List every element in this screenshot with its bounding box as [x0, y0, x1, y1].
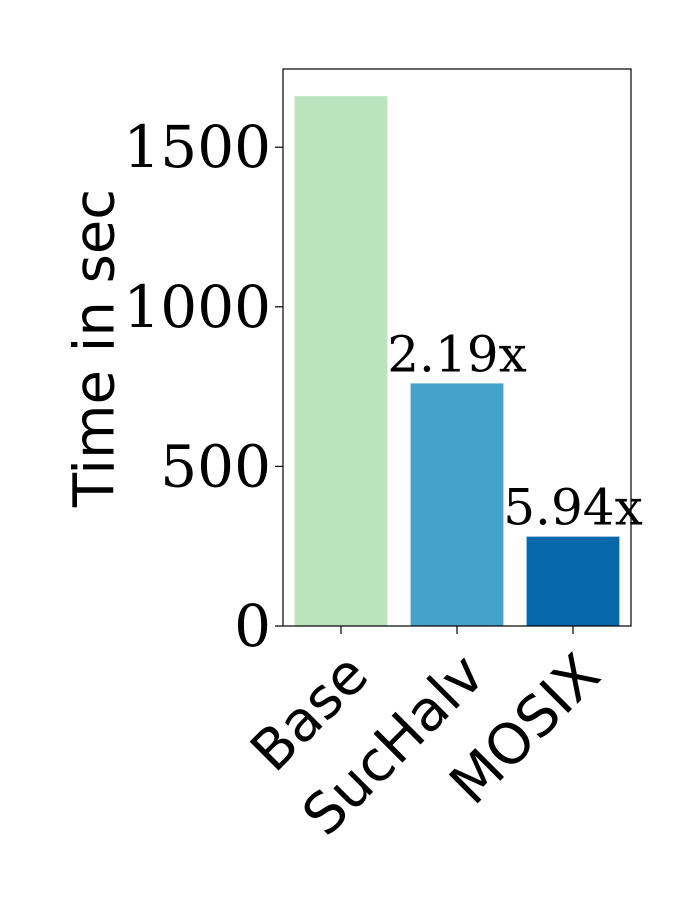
y-tick-label: 0	[234, 592, 271, 660]
bar-suchalv	[410, 383, 504, 626]
bars-group	[294, 96, 620, 626]
bar-label-mosix: 5.94x	[503, 479, 643, 537]
y-tick-label: 1000	[123, 273, 271, 341]
bar-mosix	[526, 536, 620, 626]
bar-label-suchalv: 2.19x	[387, 325, 527, 383]
y-tick-label: 1500	[123, 113, 271, 181]
y-axis-ticks: 0 500 1000 1500	[123, 113, 283, 660]
bar-value-labels: 2.19x 5.94x	[387, 325, 643, 536]
y-tick-label: 500	[160, 432, 271, 500]
y-axis-label: Time in sec	[63, 189, 128, 508]
plot-frame	[282, 68, 632, 627]
bar-base	[294, 96, 388, 626]
